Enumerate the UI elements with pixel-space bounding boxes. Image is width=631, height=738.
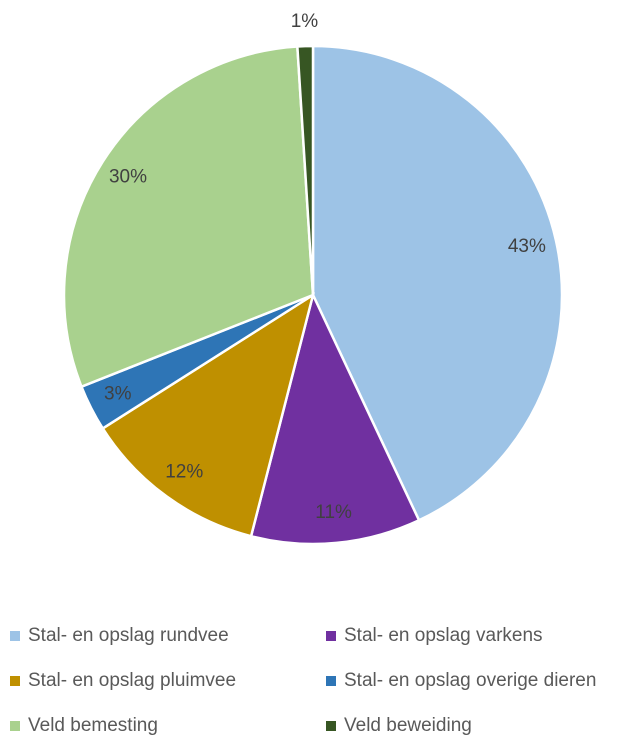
data-label: 1% [291, 11, 319, 32]
legend-marker [10, 721, 20, 731]
legend-text: Veld beweiding [344, 715, 472, 736]
legend-text: Stal- en opslag overige dieren [344, 670, 596, 691]
pie-slice [101, 292, 315, 538]
legend-text: Stal- en opslag varkens [344, 625, 543, 646]
data-label: 12% [165, 461, 203, 482]
legend-text: Veld bemesting [28, 715, 158, 736]
legend-marker [326, 721, 336, 731]
pie-slice [311, 44, 564, 522]
legend-marker [326, 676, 336, 686]
legend-marker [326, 631, 336, 641]
data-label: 30% [109, 167, 147, 188]
legend-marker [10, 631, 20, 641]
legend-text: Stal- en opslag pluimvee [28, 670, 236, 691]
pie-slice [296, 44, 315, 296]
legend-marker [10, 676, 20, 686]
pie-slice [62, 45, 315, 389]
data-label: 11% [315, 502, 352, 523]
legend-text: Stal- en opslag rundvee [28, 625, 229, 646]
pie-slice [249, 291, 421, 546]
data-label: 43% [508, 236, 546, 257]
data-label: 3% [104, 383, 132, 404]
